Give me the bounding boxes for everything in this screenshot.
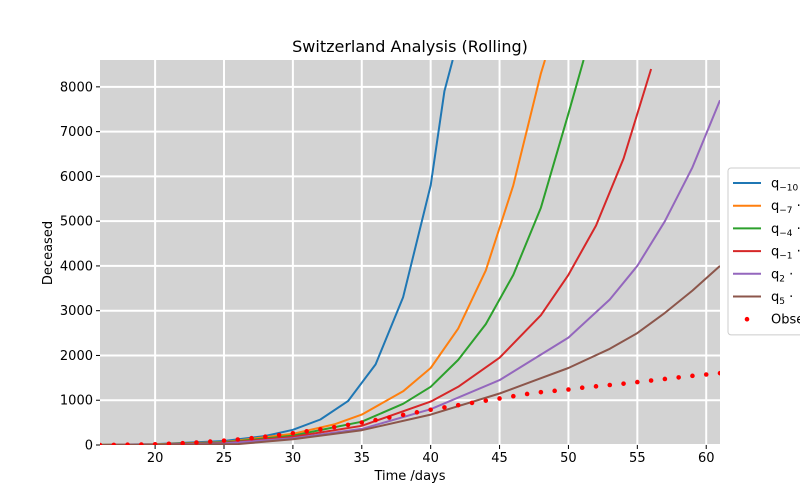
- observed-point: [676, 375, 681, 380]
- legend-entry: q5 ·: [771, 290, 793, 307]
- x-tick-label: 55: [629, 451, 646, 466]
- chart-title: Switzerland Analysis (Rolling): [292, 37, 528, 56]
- legend-entry: Obse: [771, 313, 800, 328]
- x-axis-label: Time /days: [373, 469, 445, 484]
- observed-point: [373, 417, 378, 423]
- observed-point: [703, 372, 709, 377]
- y-tick-label: 8000: [60, 80, 93, 95]
- observed-point: [387, 415, 392, 420]
- y-tick-label: 0: [85, 439, 93, 454]
- observed-point: [194, 440, 199, 445]
- observed-point: [318, 427, 323, 432]
- observed-point: [111, 442, 117, 445]
- observed-point: [593, 384, 599, 389]
- observed-point: [442, 405, 447, 410]
- observed-point: [648, 378, 654, 383]
- observed-point: [538, 389, 544, 395]
- x-tick-label: 25: [216, 451, 233, 466]
- legend-box: [727, 167, 800, 336]
- observed-point: [414, 410, 420, 415]
- legend: q−10 · q−7 · q−4 · q−1 · q2 · q5 · Obse: [727, 167, 800, 336]
- observed-point: [207, 439, 213, 444]
- plot-area: [100, 60, 720, 445]
- observed-point: [690, 373, 695, 379]
- observed-point: [345, 422, 351, 428]
- y-tick-label: 7000: [60, 125, 93, 140]
- observed-point: [331, 424, 337, 430]
- observed-point: [635, 379, 640, 385]
- observed-point: [359, 420, 365, 425]
- observed-point: [152, 441, 158, 445]
- x-tick-label: 35: [354, 451, 371, 466]
- y-tick-label: 5000: [60, 215, 93, 230]
- x-tick-label: 60: [698, 451, 715, 466]
- y-tick-label: 2000: [60, 349, 93, 364]
- y-tick-label: 6000: [60, 170, 93, 185]
- observed-point: [180, 440, 185, 445]
- observed-point: [566, 387, 571, 392]
- legend-entry: q2 ·: [771, 267, 793, 284]
- y-tick-label: 1000: [60, 394, 93, 409]
- observed-point: [717, 370, 720, 376]
- observed-point: [290, 430, 296, 436]
- observed-point: [428, 407, 433, 413]
- observed-point: [235, 437, 241, 442]
- observed-point: [662, 376, 668, 382]
- y-tick-label: 3000: [60, 304, 93, 319]
- observed-point: [249, 435, 254, 441]
- observed-point: [263, 434, 268, 440]
- observed-point: [125, 442, 130, 445]
- legend-entry: q−1 ·: [771, 245, 800, 262]
- x-tick-label: 50: [560, 451, 577, 466]
- observed-point: [166, 441, 172, 445]
- observed-point: [400, 412, 406, 418]
- x-tick-label: 40: [422, 451, 439, 466]
- observed-point: [139, 442, 144, 445]
- observed-point: [552, 388, 557, 394]
- observed-point: [511, 393, 516, 399]
- legend-entry: q−10 ·: [771, 177, 800, 194]
- legend-entry: q−7 ·: [771, 199, 800, 216]
- observed-point: [455, 402, 461, 408]
- observed-point: [304, 429, 309, 434]
- plot-content: [100, 60, 720, 445]
- observed-point: [100, 442, 103, 445]
- series-line: [100, 265, 720, 445]
- legend-swatch: [744, 316, 750, 322]
- y-tick-label: 4000: [60, 259, 93, 274]
- x-tick-label: 30: [285, 451, 302, 466]
- observed-point: [621, 381, 626, 386]
- observed-point: [579, 385, 585, 390]
- legend-entry: q−4 ·: [771, 222, 800, 239]
- observed-point: [221, 438, 227, 443]
- observed-point: [524, 391, 530, 397]
- observed-point: [607, 382, 613, 388]
- observed-point: [483, 398, 489, 403]
- observed-point: [469, 400, 475, 406]
- x-tick-label: 20: [147, 451, 164, 466]
- observed-point: [497, 396, 502, 401]
- observed-point: [276, 432, 282, 438]
- y-axis-label: Deceased: [41, 221, 56, 285]
- x-tick-label: 45: [491, 451, 508, 466]
